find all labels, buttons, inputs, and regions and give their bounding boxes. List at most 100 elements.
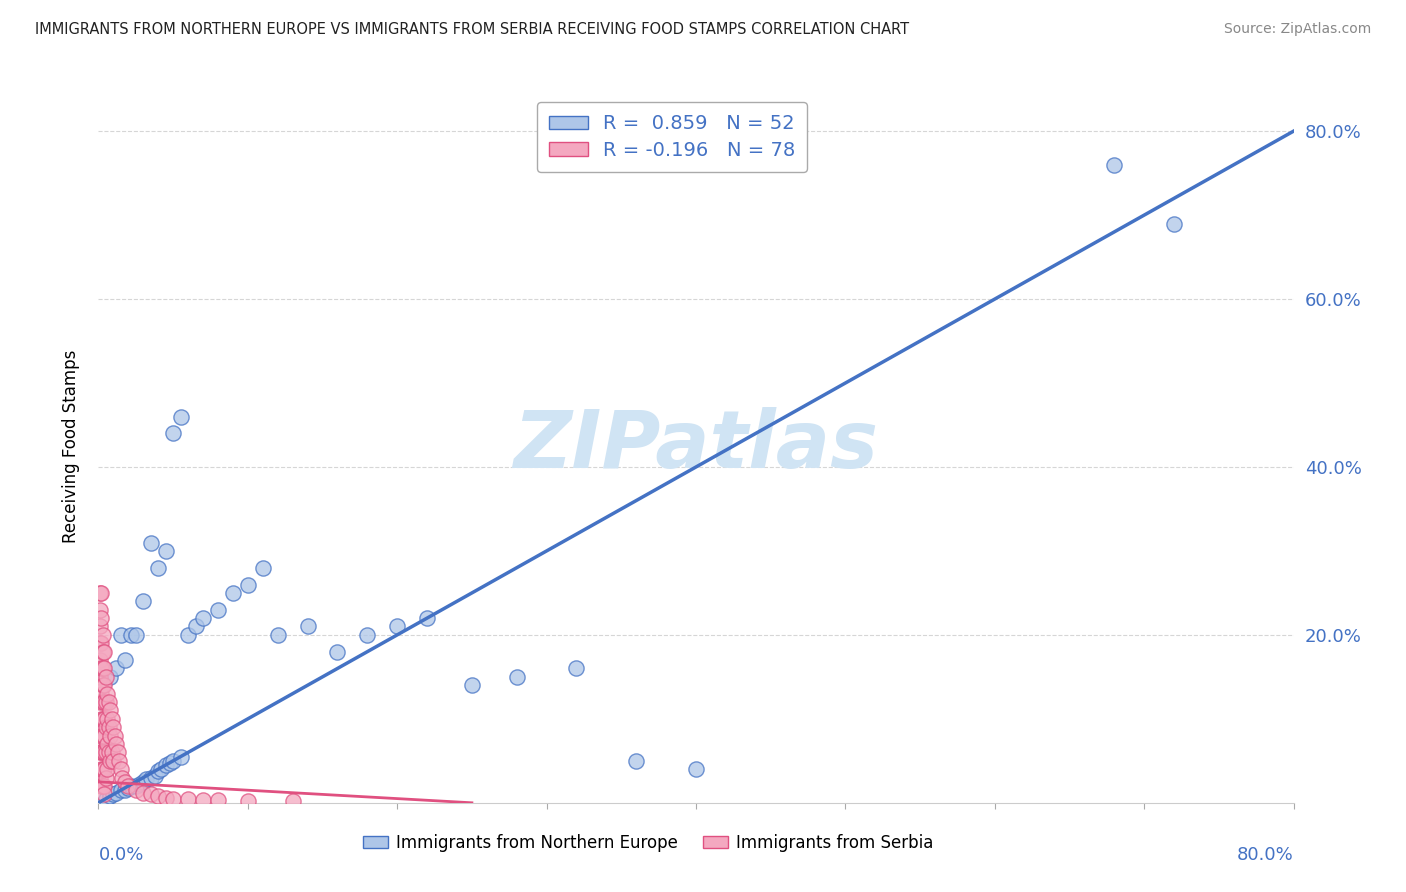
Point	[107, 746, 129, 760]
Point	[91, 729, 114, 743]
Point	[98, 670, 122, 684]
Point	[89, 771, 111, 785]
Point	[94, 746, 117, 760]
Point	[565, 661, 588, 675]
Point	[97, 695, 120, 709]
Point	[89, 619, 111, 633]
Point	[281, 794, 304, 808]
Point	[101, 712, 124, 726]
Point	[98, 703, 122, 717]
Point	[162, 791, 184, 805]
Point	[91, 678, 114, 692]
Point	[110, 762, 132, 776]
Point	[93, 729, 115, 743]
Point	[506, 670, 529, 684]
Point	[89, 603, 111, 617]
Point	[91, 762, 114, 776]
Point	[132, 786, 155, 800]
Point	[93, 762, 115, 776]
Point	[91, 695, 114, 709]
Point	[90, 729, 112, 743]
Point	[159, 756, 181, 770]
Point	[91, 746, 114, 760]
Text: Source: ZipAtlas.com: Source: ZipAtlas.com	[1223, 22, 1371, 37]
Point	[89, 695, 111, 709]
Point	[98, 729, 122, 743]
Point	[416, 611, 439, 625]
Point	[267, 628, 290, 642]
Point	[139, 771, 162, 785]
Point	[155, 758, 177, 772]
Point	[139, 535, 162, 549]
Point	[143, 769, 166, 783]
Point	[385, 619, 409, 633]
Point	[105, 737, 128, 751]
Point	[184, 619, 207, 633]
Point	[90, 661, 112, 675]
Point	[132, 594, 155, 608]
Point	[103, 788, 125, 802]
Point	[93, 779, 115, 793]
Point	[90, 586, 112, 600]
Point	[326, 645, 349, 659]
Point	[114, 653, 136, 667]
Point	[91, 645, 114, 659]
Point	[191, 611, 214, 625]
Point	[98, 754, 122, 768]
Text: IMMIGRANTS FROM NORTHERN EUROPE VS IMMIGRANTS FROM SERBIA RECEIVING FOOD STAMPS : IMMIGRANTS FROM NORTHERN EUROPE VS IMMIG…	[35, 22, 910, 37]
Point	[135, 772, 157, 787]
Point	[93, 661, 115, 675]
Point	[236, 794, 259, 808]
Point	[108, 754, 131, 768]
Point	[111, 771, 134, 785]
Point	[148, 789, 170, 803]
Point	[93, 645, 115, 659]
Point	[89, 653, 111, 667]
Point	[356, 628, 378, 642]
Point	[148, 560, 170, 574]
Point	[104, 729, 127, 743]
Point	[90, 746, 112, 760]
Point	[105, 786, 128, 800]
Point	[120, 628, 142, 642]
Point	[91, 628, 114, 642]
Legend: Immigrants from Northern Europe, Immigrants from Serbia: Immigrants from Northern Europe, Immigra…	[356, 828, 941, 859]
Point	[626, 754, 648, 768]
Point	[222, 586, 245, 600]
Point	[89, 720, 111, 734]
Point	[685, 762, 707, 776]
Point	[103, 754, 125, 768]
Point	[148, 764, 170, 778]
Point	[97, 720, 120, 734]
Text: 0.0%: 0.0%	[98, 846, 143, 863]
Point	[93, 712, 115, 726]
Point	[461, 678, 484, 692]
Point	[297, 619, 319, 633]
Point	[93, 678, 115, 692]
Point	[114, 774, 136, 789]
Point	[91, 661, 114, 675]
Point	[114, 783, 136, 797]
Point	[90, 611, 112, 625]
Point	[97, 746, 120, 760]
Point	[101, 746, 124, 760]
Point	[96, 687, 118, 701]
Point	[169, 749, 191, 764]
Point	[93, 746, 115, 760]
Point	[91, 712, 114, 726]
Point	[103, 720, 125, 734]
Point	[89, 746, 111, 760]
Point	[89, 586, 111, 600]
Point	[236, 577, 259, 591]
Point	[1163, 217, 1185, 231]
Point	[94, 720, 117, 734]
Point	[89, 670, 111, 684]
Point	[110, 628, 132, 642]
Point	[125, 783, 148, 797]
Point	[110, 783, 132, 797]
Point	[155, 790, 177, 805]
Point	[96, 737, 118, 751]
Point	[252, 560, 274, 574]
Point	[94, 695, 117, 709]
Point	[207, 603, 229, 617]
